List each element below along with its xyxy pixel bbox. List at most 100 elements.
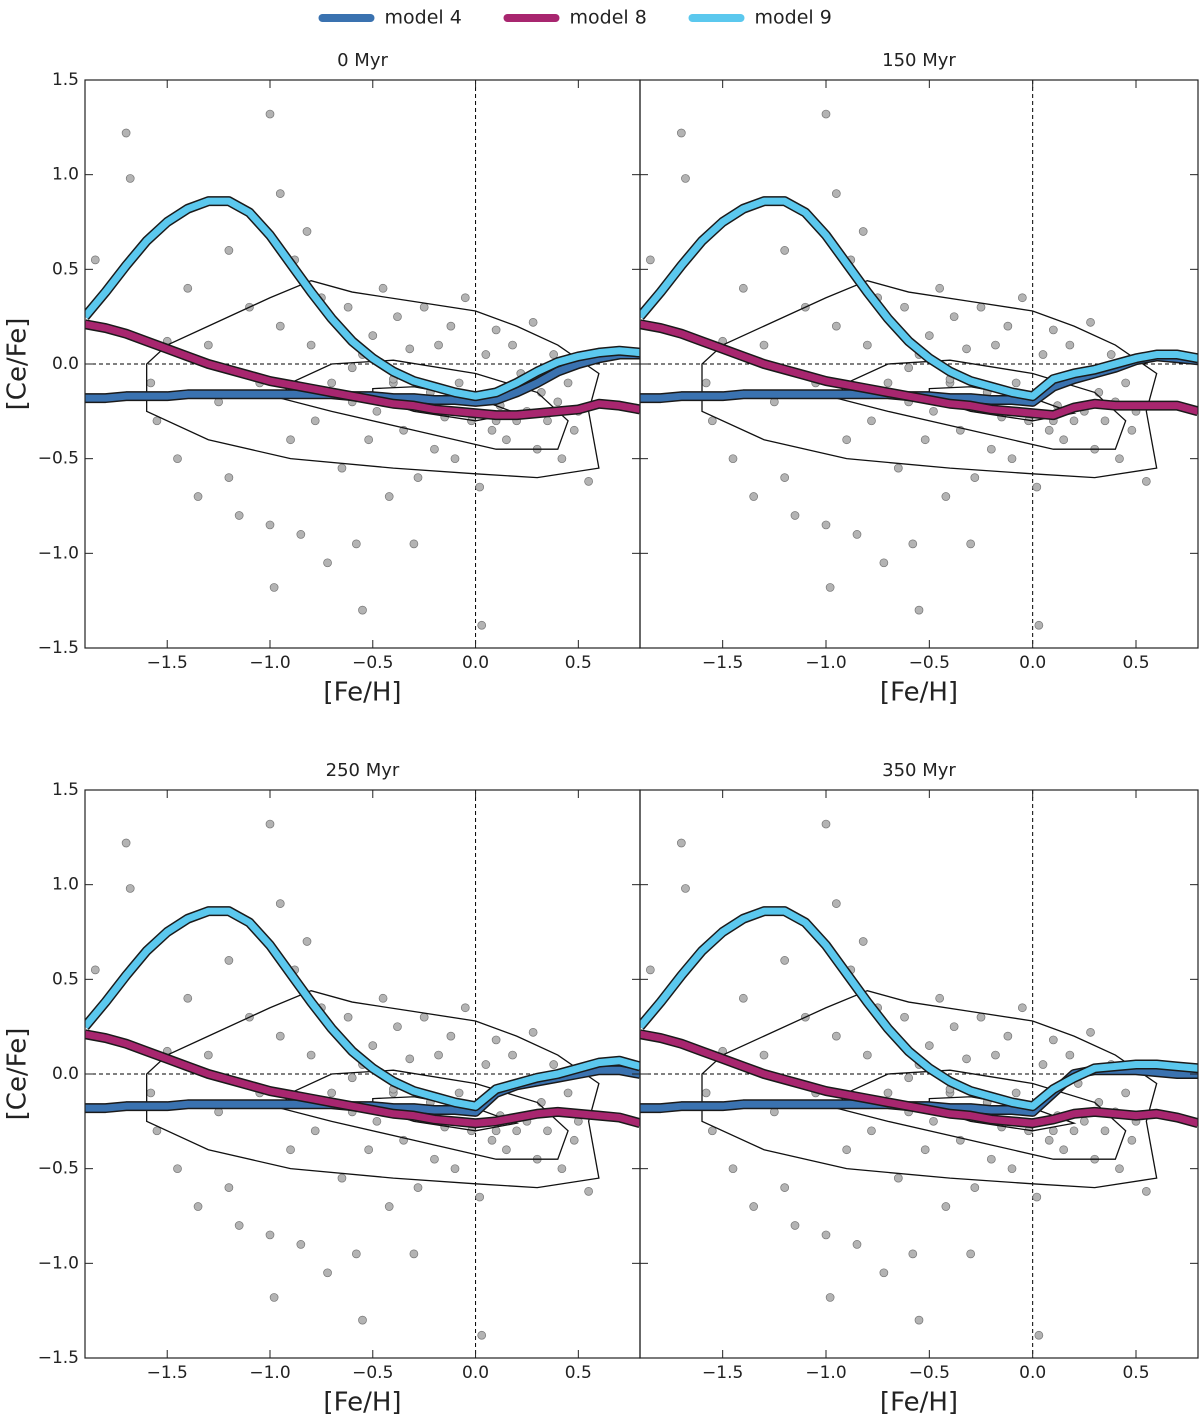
star-point — [90, 965, 100, 975]
star-point — [1059, 435, 1069, 445]
model-line — [85, 1030, 640, 1127]
star-point — [477, 620, 487, 630]
star-point — [502, 435, 511, 445]
star-point — [543, 1126, 552, 1136]
star-point — [821, 109, 831, 119]
panel: −1.5 −1.0 −0.5 0.0 0.5 −1.5 −1.0 −0.5 0.0 0.5 1.0 1… — [3, 50, 641, 708]
star-point — [286, 435, 295, 445]
star-point — [966, 1249, 976, 1259]
star-point — [738, 993, 748, 1003]
star-point — [419, 302, 429, 312]
star-point — [224, 473, 234, 482]
star-point — [976, 1012, 986, 1022]
star-point — [780, 1183, 790, 1192]
panel: −1.5 −1.0 −0.5 0.0 0.5 150 Myr [Fe/H] — [639, 50, 1199, 708]
star-point — [487, 425, 497, 435]
star-point — [900, 1012, 909, 1022]
star-point — [310, 416, 320, 426]
star-point — [413, 473, 423, 482]
y-tick-label: −1.0 — [38, 543, 79, 563]
legend-label: model 8 — [570, 7, 647, 29]
x-tick-label: −1.5 — [702, 1363, 743, 1383]
x-tick-label: −1.0 — [249, 653, 290, 673]
star-point — [1065, 1050, 1075, 1060]
plot-area — [85, 80, 640, 648]
star-point — [528, 1027, 538, 1037]
x-tick-label: −1.0 — [805, 653, 846, 673]
star-point — [867, 1126, 876, 1136]
x-axis-label: [Fe/H] — [323, 1388, 401, 1418]
star-point — [343, 1012, 353, 1022]
plot-area — [640, 790, 1198, 1358]
star-point — [780, 956, 790, 965]
star-point — [193, 492, 203, 501]
y-axis-label: [Ce/Fe] — [3, 1028, 33, 1121]
star-point — [924, 1041, 934, 1050]
y-tick-label: 0.0 — [52, 1064, 79, 1084]
star-point — [924, 331, 934, 340]
star-point — [1038, 350, 1048, 359]
star-point — [904, 363, 914, 373]
star-point — [1003, 321, 1013, 331]
star-point — [1034, 1330, 1044, 1340]
star-point — [536, 388, 546, 397]
star-point — [487, 1135, 497, 1145]
star-point — [883, 378, 893, 388]
star-point — [265, 520, 275, 530]
plot-area — [640, 80, 1198, 648]
star-point — [343, 302, 353, 312]
star-point — [512, 1126, 522, 1136]
star-point — [862, 1050, 872, 1060]
star-point — [358, 605, 367, 615]
star-point — [749, 492, 759, 501]
star-point — [1011, 1088, 1021, 1098]
star-point — [707, 416, 717, 426]
star-point — [749, 1202, 759, 1211]
star-point — [914, 605, 924, 615]
star-point — [728, 454, 738, 464]
star-point — [306, 340, 316, 350]
star-point — [475, 482, 485, 492]
x-tick-label: 0.5 — [1122, 1363, 1149, 1383]
star-point — [842, 435, 852, 445]
star-point — [351, 539, 361, 549]
star-point — [1007, 454, 1017, 464]
star-point — [904, 1073, 914, 1083]
star-point — [1094, 1098, 1104, 1107]
star-point — [949, 1022, 959, 1032]
star-point — [146, 378, 156, 388]
star-point — [1048, 325, 1058, 335]
star-point — [265, 109, 275, 119]
x-tick-label: −1.0 — [805, 1363, 846, 1383]
legend-label: model 4 — [385, 7, 462, 29]
x-axis-label: [Fe/H] — [880, 1388, 958, 1418]
star-point — [173, 1164, 182, 1174]
star-point — [728, 1164, 738, 1174]
star-point — [825, 1293, 835, 1302]
star-point — [842, 1145, 852, 1155]
star-point — [1032, 482, 1042, 492]
star-point — [563, 1088, 573, 1098]
star-point — [831, 189, 841, 198]
star-point — [852, 530, 862, 539]
star-point — [1032, 1192, 1042, 1202]
star-point — [1044, 1135, 1054, 1145]
star-point — [327, 1088, 337, 1098]
star-point — [146, 1088, 156, 1098]
star-point — [224, 956, 234, 965]
star-point — [306, 1050, 316, 1060]
legend-label: model 9 — [755, 7, 832, 29]
star-point — [962, 1054, 971, 1064]
panel-title: 350 Myr — [882, 760, 956, 781]
star-point — [970, 473, 980, 482]
star-point — [475, 1192, 485, 1202]
star-point — [701, 378, 711, 388]
star-point — [569, 425, 579, 435]
star-point — [1127, 1135, 1137, 1145]
star-point — [1011, 378, 1021, 388]
star-point — [125, 884, 135, 893]
star-point — [1141, 1187, 1151, 1196]
star-point — [413, 1183, 423, 1192]
star-point — [879, 558, 889, 568]
star-point — [384, 1202, 394, 1211]
